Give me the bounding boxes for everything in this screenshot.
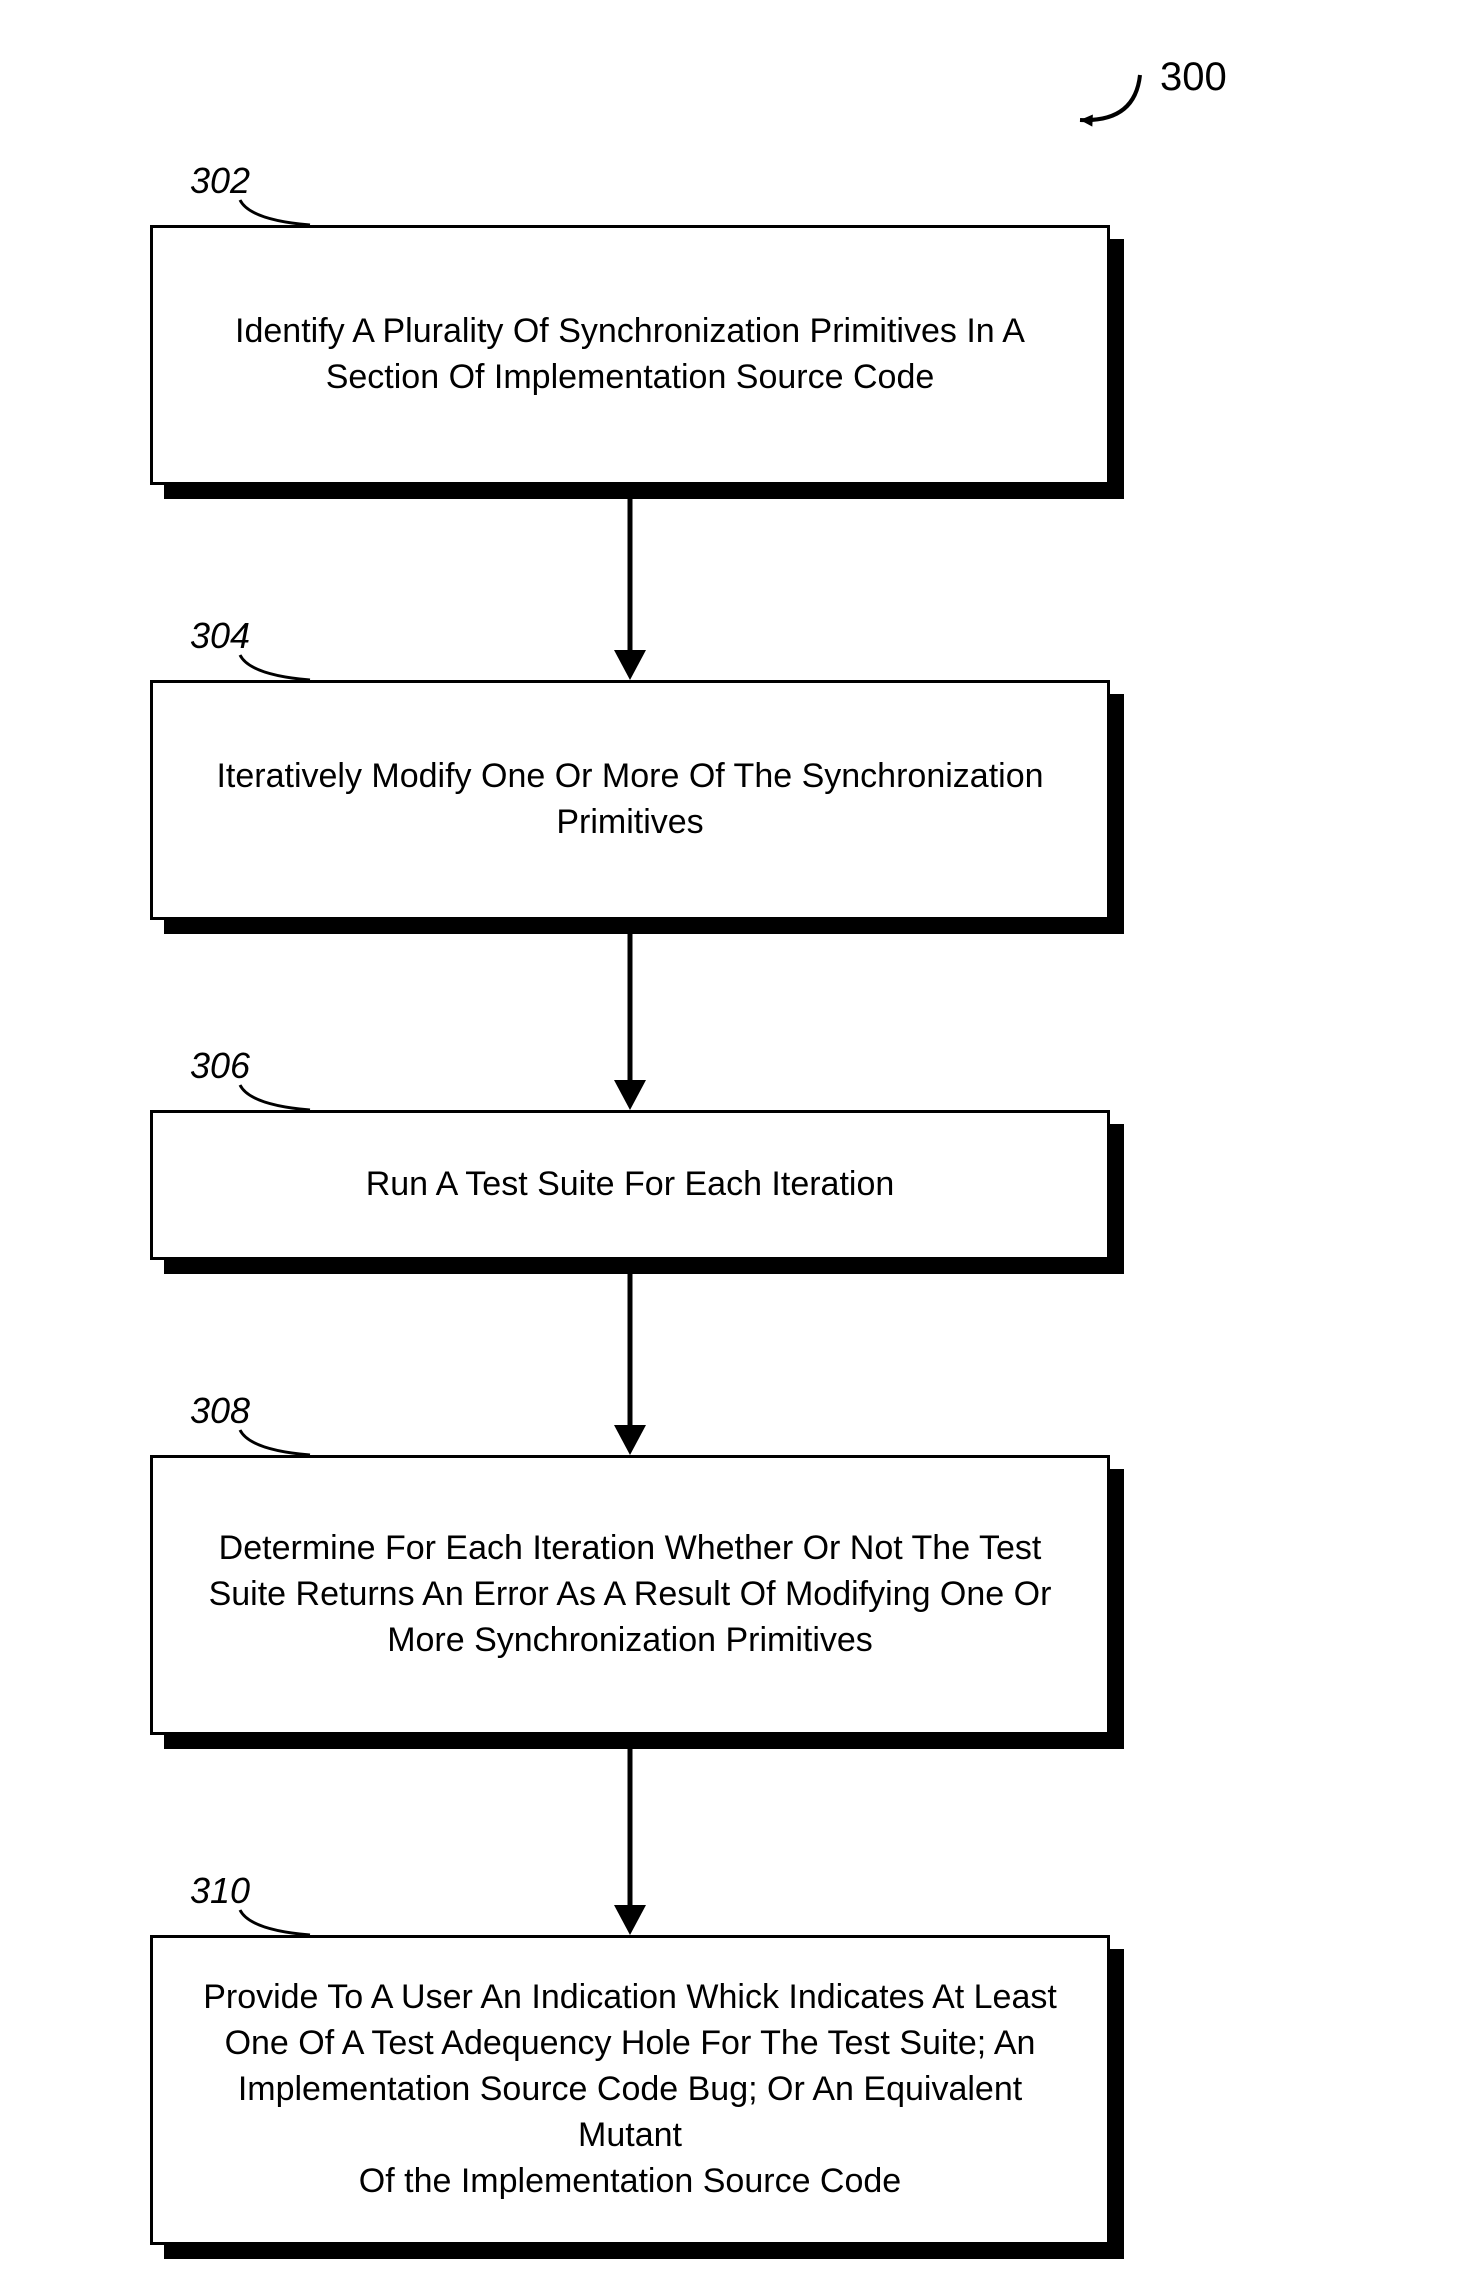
arrow-4 (600, 1749, 660, 1935)
step-text-304: Iteratively Modify One Or More Of The Sy… (216, 754, 1043, 846)
step-box-306: Run A Test Suite For Each Iteration (150, 1110, 1110, 1260)
step-text-306: Run A Test Suite For Each Iteration (366, 1162, 895, 1208)
flowchart-diagram: 300302Identify A Plurality Of Synchroniz… (0, 0, 1464, 2292)
arrow-3 (600, 1274, 660, 1455)
step-box-302: Identify A Plurality Of Synchronization … (150, 225, 1110, 485)
arrow-1 (600, 499, 660, 680)
arrow-2 (600, 934, 660, 1110)
step-text-310: Provide To A User An Indication Whick In… (193, 1975, 1067, 2204)
step-box-wrapper-304: Iteratively Modify One Or More Of The Sy… (150, 680, 1124, 934)
step-box-308: Determine For Each Iteration Whether Or … (150, 1455, 1110, 1735)
step-text-308: Determine For Each Iteration Whether Or … (209, 1526, 1052, 1664)
step-text-302: Identify A Plurality Of Synchronization … (235, 309, 1025, 401)
figure-swoosh (1040, 55, 1220, 175)
step-box-wrapper-308: Determine For Each Iteration Whether Or … (150, 1455, 1124, 1749)
step-box-wrapper-310: Provide To A User An Indication Whick In… (150, 1935, 1124, 2259)
step-box-wrapper-306: Run A Test Suite For Each Iteration (150, 1110, 1124, 1274)
step-box-304: Iteratively Modify One Or More Of The Sy… (150, 680, 1110, 920)
step-box-wrapper-302: Identify A Plurality Of Synchronization … (150, 225, 1124, 499)
step-box-310: Provide To A User An Indication Whick In… (150, 1935, 1110, 2245)
